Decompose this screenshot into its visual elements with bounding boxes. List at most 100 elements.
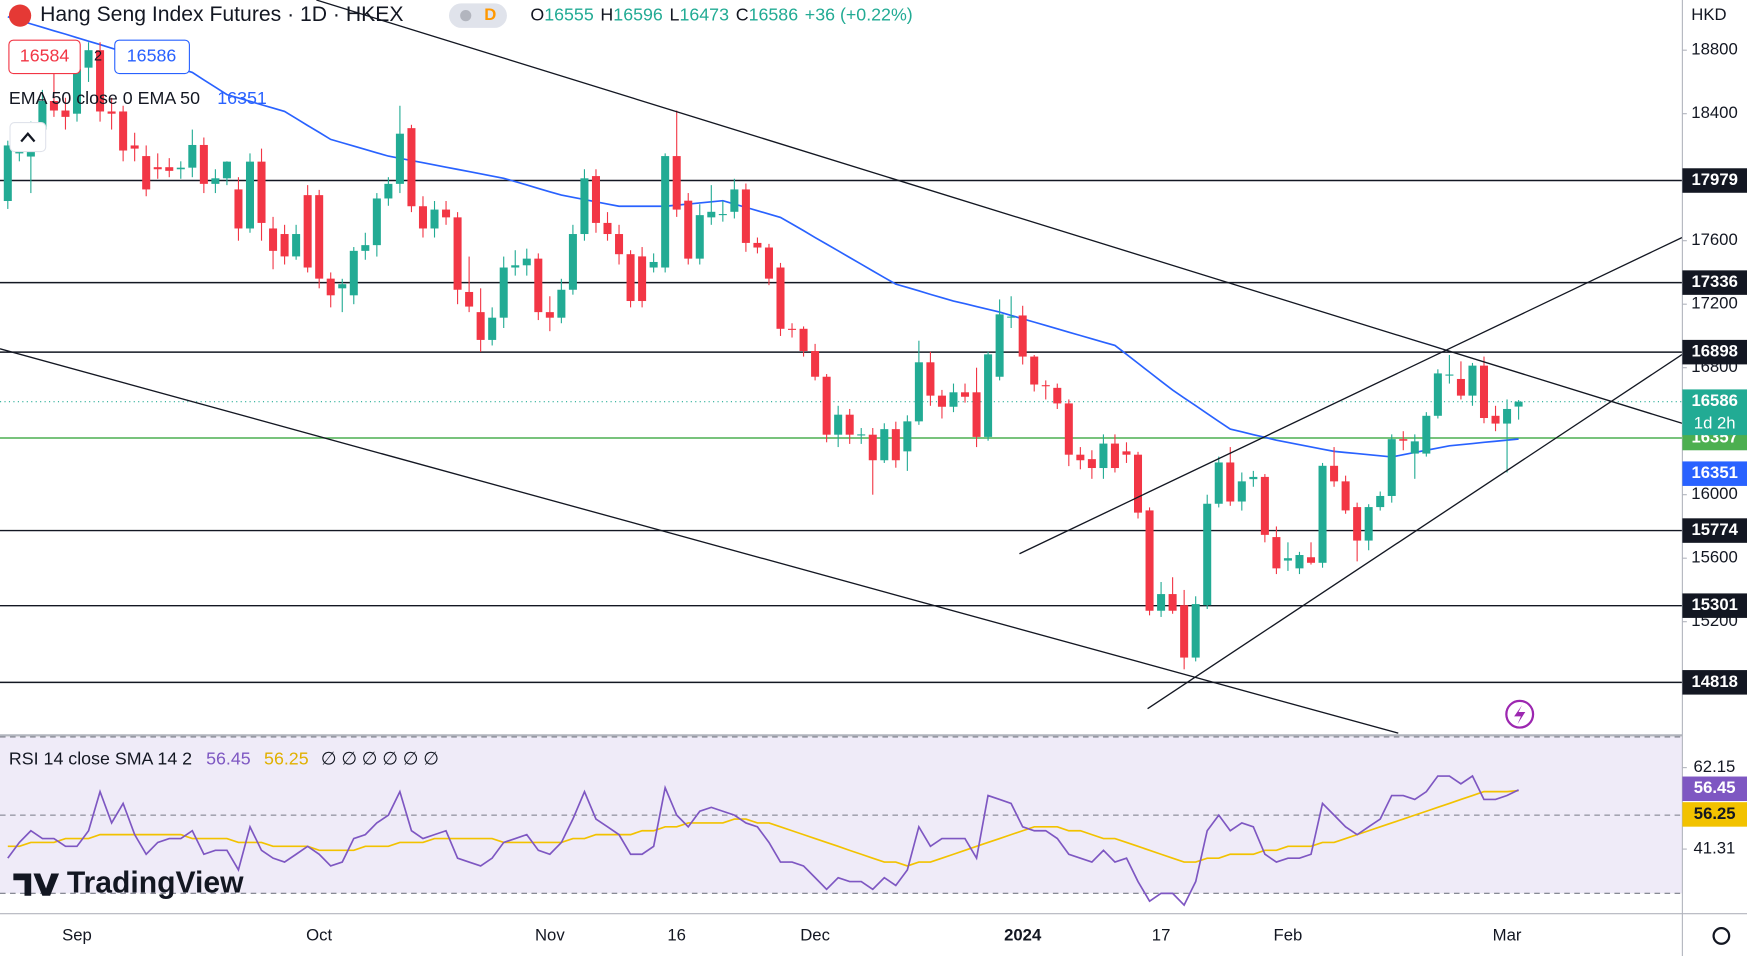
candle-body [1410,441,1419,454]
candle-body [534,258,543,313]
candle-body [580,178,589,235]
candle-body [707,211,716,218]
rsi-pane [0,736,1683,907]
candle-body [1433,373,1442,416]
candle-body [84,50,93,68]
ohlc-change: +36 (+0.22%) [805,4,913,24]
candle-body [638,256,647,302]
ask-price[interactable]: 16586 [127,46,177,66]
candle-body [522,258,531,266]
x-tick-label: Nov [535,925,565,944]
candle-body [880,429,889,461]
buy-button[interactable] [114,39,190,75]
x-tick-label: Mar [1493,925,1522,944]
ema-legend: EMA 50 close 0 EMA 50 [9,88,200,108]
candle-body [972,392,981,437]
candle-body [1203,503,1212,606]
sell-button[interactable] [8,39,81,75]
symbol-logo[interactable] [8,4,32,27]
candle-body [741,189,750,243]
last-price-label: 16586 [1691,391,1737,410]
candle-body [361,245,370,251]
candle-body [995,314,1004,377]
ema-legend-value: 16351 [217,88,267,108]
candle-body [165,167,174,171]
candle-body [61,110,70,117]
rsi-label-box [1682,776,1747,802]
candle-body [1226,462,1235,502]
level-label: 16898 [1691,342,1737,361]
candle-body [3,145,12,202]
currency-label[interactable]: HKD [1691,5,1726,24]
candle-body [1387,439,1396,496]
candle-body [1503,408,1512,424]
chart-title[interactable]: Hang Seng Index Futures · 1D · HKEX [40,3,403,26]
candle-body [499,267,508,318]
brand-name[interactable]: TradingView [67,867,244,900]
candle-body [1514,401,1523,407]
candle-body [1479,365,1489,419]
rsi-sma-legend-value: 56.25 [264,749,309,769]
candle-body [199,144,208,184]
candle-body [661,156,670,268]
candle-body [1099,443,1108,469]
candle-body [269,228,278,251]
candle-body [1318,465,1327,563]
time-axis-bg [0,913,1747,956]
candle-body [834,414,843,435]
countdown: 1d 2h [1694,413,1736,432]
level-label: 15301 [1691,595,1737,614]
candle-body [822,376,831,435]
ohlc-value: 16555 [544,4,594,24]
candle-body [788,328,797,330]
candle-body [868,434,877,461]
settings-icon[interactable] [1712,927,1731,945]
x-tick-label: 17 [1152,925,1171,944]
rsi-legend-extra: ∅ ∅ ∅ ∅ ∅ ∅ [321,749,439,769]
candle-body [303,195,312,268]
spread: 2 [94,49,102,65]
candle-body [1376,495,1385,508]
rsi-line [7,774,1519,907]
candle-body [407,128,416,207]
candle-body [1214,462,1223,504]
candle-body [384,183,393,199]
level-label-box [1682,518,1747,543]
level-label: 14818 [1691,672,1737,691]
candle-body [130,145,139,149]
candle-body [1283,558,1292,561]
x-tick-label: Feb [1274,925,1303,944]
candle-body [1364,507,1373,541]
candle-body [857,434,866,436]
candle-body [718,214,727,216]
collapse-button[interactable] [9,122,47,153]
candle-body [684,200,693,259]
interval-chip[interactable] [449,3,507,28]
candle-body [1041,385,1050,387]
candle-body [257,161,266,223]
candle-body [903,421,912,452]
candle-body [626,254,635,302]
level-label-box [1682,593,1747,618]
ohlc-value: 16586 [749,4,799,24]
candle-body [1134,454,1143,513]
candle-body [153,167,162,170]
level-label-box [1682,670,1747,695]
x-tick-label: Dec [800,925,830,944]
y-tick-label: 17600 [1691,230,1737,249]
rsi-legend: RSI 14 close SMA 14 2 [9,749,192,769]
candle-body [799,328,808,352]
ohlc-value: 16473 [679,4,729,24]
candle-body [730,189,739,212]
candle-body [753,242,762,248]
candle-body [395,133,404,184]
rsi-tick-label: 41.31 [1694,839,1736,858]
candle-body [430,209,439,229]
candle-body [234,189,243,229]
bid-price[interactable]: 16584 [20,46,70,66]
ohlc-letter: O [530,4,544,24]
candle-body [1353,507,1362,541]
candle-body [961,392,970,397]
